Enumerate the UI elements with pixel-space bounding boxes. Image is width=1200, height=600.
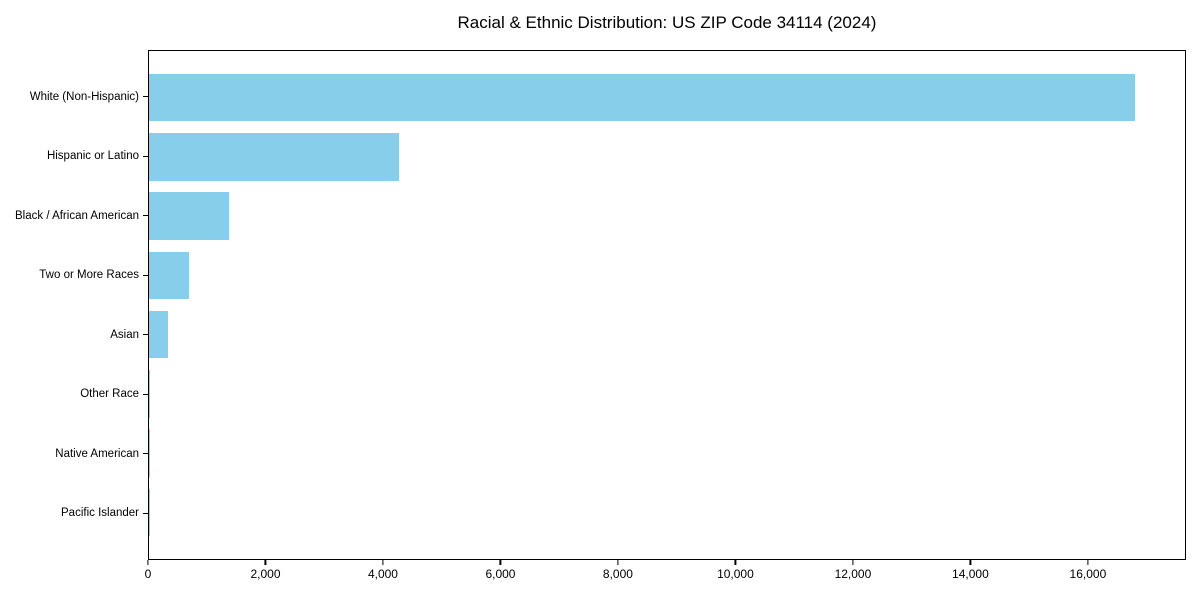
y-axis-label: Two or More Races bbox=[39, 269, 139, 282]
x-tick-mark bbox=[382, 560, 384, 565]
y-tick-mark bbox=[143, 215, 148, 217]
y-tick-mark bbox=[143, 512, 148, 514]
y-axis-label: Native American bbox=[55, 447, 139, 460]
y-label-row: Hispanic or Latino bbox=[0, 127, 148, 187]
x-tick-mark bbox=[852, 560, 854, 565]
bar bbox=[149, 251, 190, 300]
y-axis-label: Black / African American bbox=[15, 209, 139, 222]
y-label-row: White (Non-Hispanic) bbox=[0, 67, 148, 127]
x-tick-mark bbox=[147, 560, 149, 565]
bar-row bbox=[149, 187, 1185, 246]
bar-row bbox=[149, 246, 1185, 305]
x-tick-mark bbox=[969, 560, 971, 565]
x-tick-mark bbox=[617, 560, 619, 565]
y-tick-mark bbox=[143, 96, 148, 98]
x-tick-label: 16,000 bbox=[1069, 567, 1107, 581]
bar-row bbox=[149, 305, 1185, 364]
y-axis-label: Other Race bbox=[80, 388, 139, 401]
bar bbox=[149, 73, 1136, 122]
y-label-row: Black / African American bbox=[0, 186, 148, 246]
bar bbox=[149, 133, 400, 181]
x-tick-mark bbox=[1087, 560, 1089, 565]
y-axis-label: Hispanic or Latino bbox=[46, 150, 139, 163]
x-tick-label: 10,000 bbox=[717, 567, 754, 581]
y-tick-mark bbox=[143, 453, 148, 455]
y-label-row: Two or More Races bbox=[0, 246, 148, 306]
y-label-row: Other Race bbox=[0, 365, 148, 425]
y-label-row: Pacific Islander bbox=[0, 484, 148, 544]
y-axis-label: Pacific Islander bbox=[61, 507, 139, 520]
x-tick-mark bbox=[499, 560, 502, 565]
x-tick-label: 2,000 bbox=[250, 567, 281, 581]
y-tick-mark bbox=[143, 393, 148, 395]
bar-row bbox=[149, 68, 1185, 127]
x-tick-label: 8,000 bbox=[602, 567, 633, 581]
bar bbox=[149, 370, 151, 418]
x-tick-label: 14,000 bbox=[952, 567, 989, 581]
bar bbox=[149, 310, 169, 359]
y-axis-labels: White (Non-Hispanic) Hispanic or Latino Bl… bbox=[0, 67, 148, 543]
bars-container bbox=[149, 68, 1185, 542]
x-tick-mark bbox=[734, 560, 737, 565]
bar-row bbox=[149, 483, 1185, 542]
x-tick-label: 6,000 bbox=[485, 567, 516, 581]
bar-row bbox=[149, 364, 1185, 423]
y-label-row: Native American bbox=[0, 424, 148, 484]
x-tick-label: 12,000 bbox=[834, 567, 872, 581]
y-axis-label: White (Non-Hispanic) bbox=[29, 90, 139, 103]
bar-row bbox=[149, 127, 1185, 186]
chart-title: Racial & Ethnic Distribution: US ZIP Cod… bbox=[457, 13, 877, 32]
bar-row bbox=[149, 424, 1185, 483]
x-tick-label: 4,000 bbox=[367, 567, 398, 581]
x-tick-label: 0 bbox=[144, 567, 152, 581]
y-label-row: Asian bbox=[0, 305, 148, 365]
y-tick-mark bbox=[143, 334, 148, 336]
x-tick-mark bbox=[264, 560, 267, 565]
bar bbox=[149, 192, 230, 240]
y-tick-mark bbox=[143, 155, 148, 157]
bar bbox=[149, 429, 150, 477]
y-axis-label: Asian bbox=[110, 328, 139, 341]
plot-area bbox=[148, 50, 1186, 560]
y-tick-mark bbox=[143, 274, 148, 276]
